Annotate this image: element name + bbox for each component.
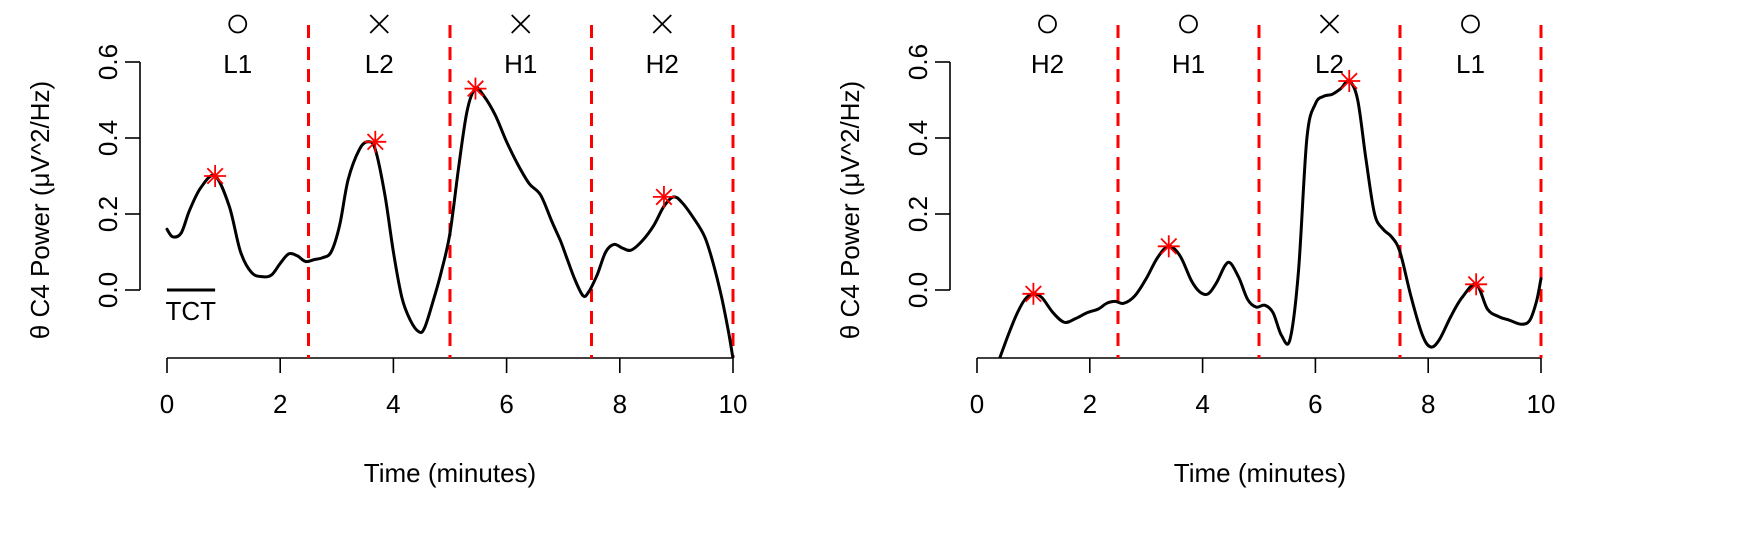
circle-marker-icon (1461, 14, 1480, 34)
star-stroke (1467, 275, 1485, 293)
x-tick-label: 0 (160, 389, 174, 419)
cross-stroke (511, 14, 531, 34)
star-stroke (1340, 72, 1358, 90)
left-chart-panel: 0.0 0.2 0.4 0.6 0 2 4 6 8 10 Time (minutes) θ C4 Po… (25, 14, 748, 488)
cross-marker-icon (1319, 14, 1340, 34)
x-tick-label: 4 (1195, 389, 1209, 419)
circle-marker-icon (1038, 14, 1057, 34)
x-axis-label: Time (minutes) (1174, 458, 1346, 488)
segment-label: L1 (1456, 49, 1485, 79)
x-tick-label: 2 (273, 389, 287, 419)
y-tick-label: 0.0 (903, 272, 933, 308)
cross-stroke (1319, 14, 1340, 34)
segment-label: H2 (646, 49, 679, 79)
circle-marker-icon (1179, 14, 1198, 34)
x-tick-label: 6 (499, 389, 513, 419)
x-tick-label: 2 (1083, 389, 1097, 419)
tct-label: TCT (165, 296, 216, 326)
star-stroke (1024, 285, 1042, 303)
peak-star-marker (204, 165, 227, 187)
y-tick-label: 0.4 (93, 120, 123, 156)
y-tick-label: 0.6 (903, 44, 933, 80)
y-tick-label: 0.2 (93, 196, 123, 232)
cross-stroke (652, 14, 672, 34)
y-tick-label: 0.4 (903, 120, 933, 156)
cross-stroke (369, 14, 389, 34)
peak-star-marker (1338, 70, 1361, 92)
right-chart-panel: 0.0 0.2 0.4 0.6 0 2 4 6 8 10 Time (minutes) θ C4 Po… (835, 14, 1556, 488)
y-tick-label: 0.2 (903, 196, 933, 232)
star-stroke (366, 133, 384, 151)
x-tick-label: 0 (970, 389, 984, 419)
segment-label: L1 (223, 49, 252, 79)
segment-label: H1 (1172, 49, 1205, 79)
y-tick-label: 0.0 (93, 272, 123, 308)
circle-marker-icon (228, 14, 248, 34)
segment-label: H2 (1031, 49, 1064, 79)
x-axis-label: Time (minutes) (364, 458, 536, 488)
cross-marker-icon (511, 14, 531, 34)
x-tick-label: 4 (386, 389, 400, 419)
peak-star-marker (1157, 235, 1180, 258)
series-line (998, 79, 1543, 358)
peak-star-marker (1465, 273, 1488, 296)
y-tick-label: 0.6 (93, 44, 123, 80)
segment-label: L2 (365, 49, 394, 79)
cross-marker-icon (369, 14, 389, 34)
x-tick-label: 10 (719, 389, 748, 419)
segment-label: L2 (1315, 49, 1344, 79)
peak-star-marker (464, 77, 487, 100)
peak-star-marker (1022, 282, 1045, 305)
star-stroke (655, 188, 673, 206)
cross-marker-icon (652, 14, 672, 34)
segment-label: H1 (504, 49, 537, 79)
y-axis-label: θ C4 Power (μV^2/Hz) (835, 81, 865, 339)
star-stroke (206, 167, 224, 185)
x-tick-label: 8 (1421, 389, 1435, 419)
y-axis-label: θ C4 Power (μV^2/Hz) (25, 81, 55, 339)
x-tick-label: 6 (1308, 389, 1322, 419)
star-stroke (1160, 237, 1178, 255)
x-tick-label: 10 (1527, 389, 1556, 419)
peak-star-marker (652, 185, 675, 208)
star-stroke (467, 80, 484, 98)
x-tick-label: 8 (613, 389, 627, 419)
peak-star-marker (364, 130, 387, 153)
series-line (165, 86, 735, 358)
